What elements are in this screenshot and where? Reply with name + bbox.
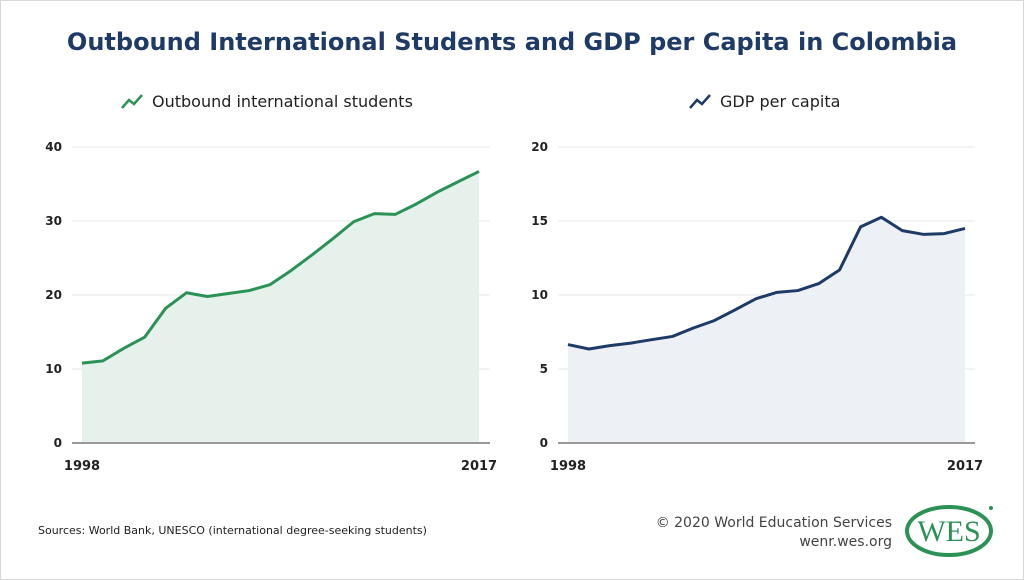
y-tick-label: 15 xyxy=(531,214,548,228)
series-line xyxy=(567,215,966,351)
area-fill xyxy=(568,217,965,443)
y-tick-label: 40 xyxy=(45,140,62,154)
copyright: © 2020 World Education Services wenr.wes… xyxy=(656,514,892,552)
source-note: Sources: World Bank, UNESCO (internation… xyxy=(38,524,427,537)
x-tick-label: 2017 xyxy=(461,459,497,474)
website-link[interactable]: wenr.wes.org xyxy=(799,534,892,550)
legend-label: GDP per capita xyxy=(720,92,841,111)
y-tick-label: 10 xyxy=(531,288,548,302)
x-tick-label: 1998 xyxy=(550,459,586,474)
line-chart-icon xyxy=(121,93,143,109)
y-tick-label: 30 xyxy=(45,214,62,228)
y-tick-label: 20 xyxy=(45,288,62,302)
area-fill xyxy=(82,171,479,444)
y-tick-label: 10 xyxy=(45,362,62,376)
copyright-text: © 2020 World Education Services xyxy=(655,515,892,531)
svg-text:WES: WES xyxy=(917,515,980,548)
y-tick-label: 20 xyxy=(531,140,548,154)
x-tick-label: 2017 xyxy=(947,459,983,474)
chart-title: Outbound International Students and GDP … xyxy=(66,28,958,56)
y-tick-label: 0 xyxy=(54,436,62,450)
y-tick-label: 0 xyxy=(540,436,548,450)
legend-label: Outbound international students xyxy=(152,92,413,111)
wes-logo: WES xyxy=(905,505,993,557)
x-tick-label: 1998 xyxy=(64,459,100,474)
line-chart-icon xyxy=(689,93,711,109)
y-tick-label: 5 xyxy=(540,362,548,376)
series-line xyxy=(81,170,480,365)
legend-gdp: GDP per capita xyxy=(688,92,840,111)
legend-students: Outbound international students xyxy=(120,92,413,111)
